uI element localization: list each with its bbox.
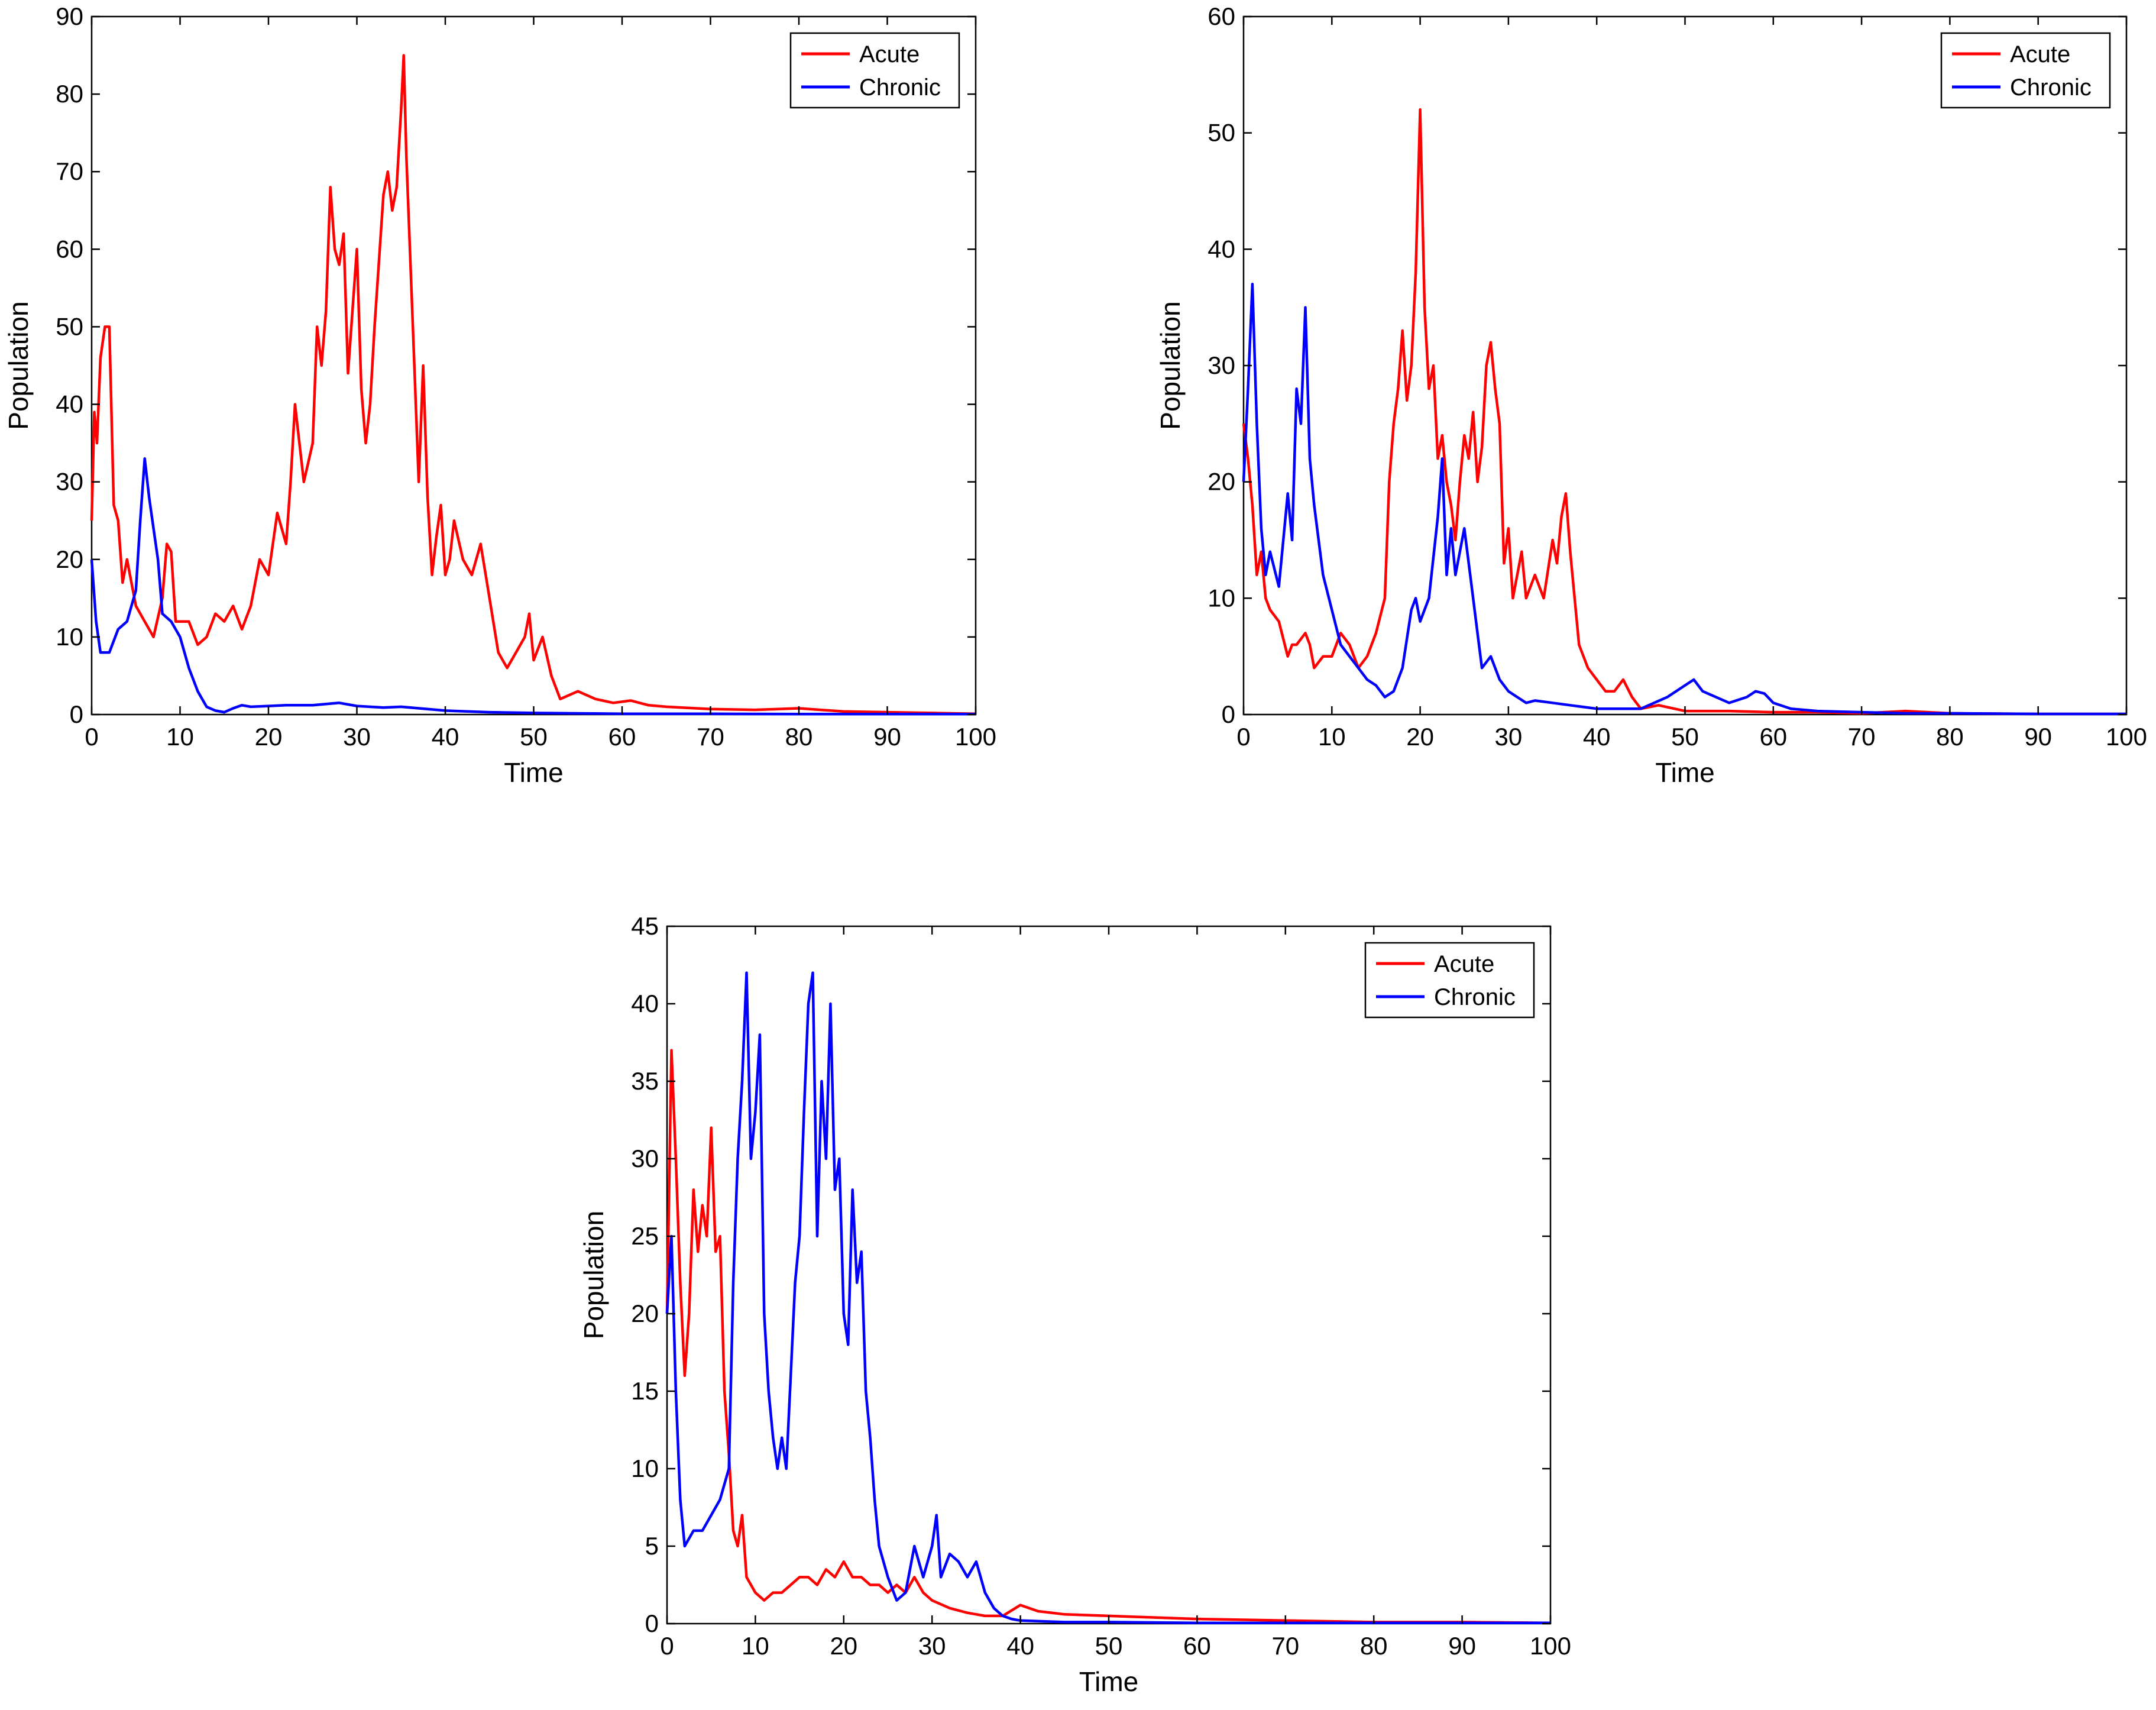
x-axis-label: Time [504,757,564,788]
y-tick-label: 0 [70,700,83,728]
x-tick-label: 10 [1318,723,1346,751]
x-tick-label: 80 [1936,723,1964,751]
x-axis-label: Time [1079,1666,1139,1697]
plot-area [90,15,977,716]
legend-label-acute: Acute [2010,41,2070,67]
x-tick-label: 50 [1095,1632,1123,1660]
x-tick-label: 30 [918,1632,946,1660]
legend-label-chronic: Chronic [859,75,941,101]
x-tick-label: 0 [85,723,98,751]
legend-box [1940,32,2111,109]
x-tick-label: 100 [2106,723,2147,751]
y-tick-label: 70 [56,157,83,185]
x-tick-label: 20 [830,1632,857,1660]
x-tick-label: 80 [785,723,813,751]
x-tick-label: 0 [1236,723,1250,751]
legend-box [1364,942,1535,1019]
legend-label-acute: Acute [1434,951,1494,977]
legend-label-chronic: Chronic [2010,75,2092,101]
y-tick-label: 20 [56,545,83,573]
legend-label-chronic: Chronic [1434,984,1516,1010]
x-tick-label: 10 [742,1632,769,1660]
y-tick-label: 30 [56,468,83,496]
y-tick-label: 40 [631,990,659,1017]
x-tick-label: 40 [432,723,459,751]
x-tick-label: 70 [1271,1632,1299,1660]
series-line-acute [90,54,976,715]
y-tick-label: 60 [56,235,83,263]
x-tick-label: 80 [1360,1632,1388,1660]
chart-1-top-left: 0 10 20 30 40 50 60 70 80 90 100 0 10 20 30 40 50 60 70 80 9… [3,2,996,788]
y-tick-label: 40 [56,390,83,418]
y-tick-label: 20 [631,1300,659,1327]
y-tick-label: 10 [1208,584,1235,612]
x-tick-label: 50 [1671,723,1699,751]
x-tick-label: 40 [1006,1632,1034,1660]
y-tick-label: 50 [56,312,83,340]
x-tick-label: 20 [255,723,283,751]
y-tick-label: 15 [631,1377,659,1405]
x-axis-label: Time [1655,757,1715,788]
y-tick-label: 5 [645,1532,659,1560]
y-tick-label: 10 [631,1454,659,1482]
y-tick-label: 30 [1208,351,1235,379]
x-tick-label: 20 [1406,723,1434,751]
y-tick-label: 25 [631,1222,659,1250]
y-tick-label: 90 [56,2,83,30]
y-tick-label: 10 [56,623,83,651]
series-line-chronic [665,971,1550,1624]
y-axis-label: Population [1155,301,1186,429]
x-tick-label: 90 [2024,723,2052,751]
y-tick-label: 80 [56,80,83,108]
x-tick-label: 70 [1848,723,1876,751]
legend-box [789,32,960,109]
legend: Acute Chronic [1940,32,2111,109]
y-axis-label: Population [3,301,34,429]
series-line-acute [665,1049,1551,1624]
legend: Acute Chronic [1364,942,1535,1019]
x-tick-label: 90 [1448,1632,1476,1660]
x-tick-label: 90 [873,723,901,751]
series-line-chronic [1242,283,2126,716]
series-line-acute [1242,108,2126,716]
y-tick-label: 0 [645,1609,659,1637]
chart-2-top-right: 0 10 20 30 40 50 60 70 80 90 100 0 10 20 30 40 50 60 Time P… [1155,2,2147,788]
y-tick-label: 45 [631,912,659,940]
x-tick-label: 60 [608,723,636,751]
y-tick-label: 35 [631,1067,659,1095]
x-tick-label: 100 [955,723,996,751]
y-tick-label: 60 [1208,2,1235,30]
y-tick-label: 40 [1208,235,1235,263]
plot-area [666,925,1552,1625]
plot-area [1242,15,2128,716]
legend-label-acute: Acute [859,41,920,67]
y-tick-label: 0 [1222,700,1235,728]
legend: Acute Chronic [789,32,960,109]
x-tick-label: 60 [1183,1632,1211,1660]
x-tick-label: 40 [1583,723,1611,751]
chart-3-bottom: 0 10 20 30 40 50 60 70 80 90 100 0 5 10 15 20 25 30 35 40 45… [578,912,1571,1697]
x-tick-label: 30 [343,723,371,751]
x-tick-label: 0 [660,1632,674,1660]
y-tick-label: 50 [1208,119,1235,147]
x-tick-label: 100 [1530,1632,1571,1660]
y-tick-label: 30 [631,1145,659,1172]
x-tick-label: 50 [520,723,548,751]
x-tick-label: 10 [166,723,194,751]
x-tick-label: 70 [697,723,724,751]
x-tick-label: 30 [1495,723,1523,751]
x-tick-label: 60 [1759,723,1787,751]
y-tick-label: 20 [1208,468,1235,496]
y-axis-label: Population [578,1211,609,1339]
series-line-chronic [90,457,976,716]
